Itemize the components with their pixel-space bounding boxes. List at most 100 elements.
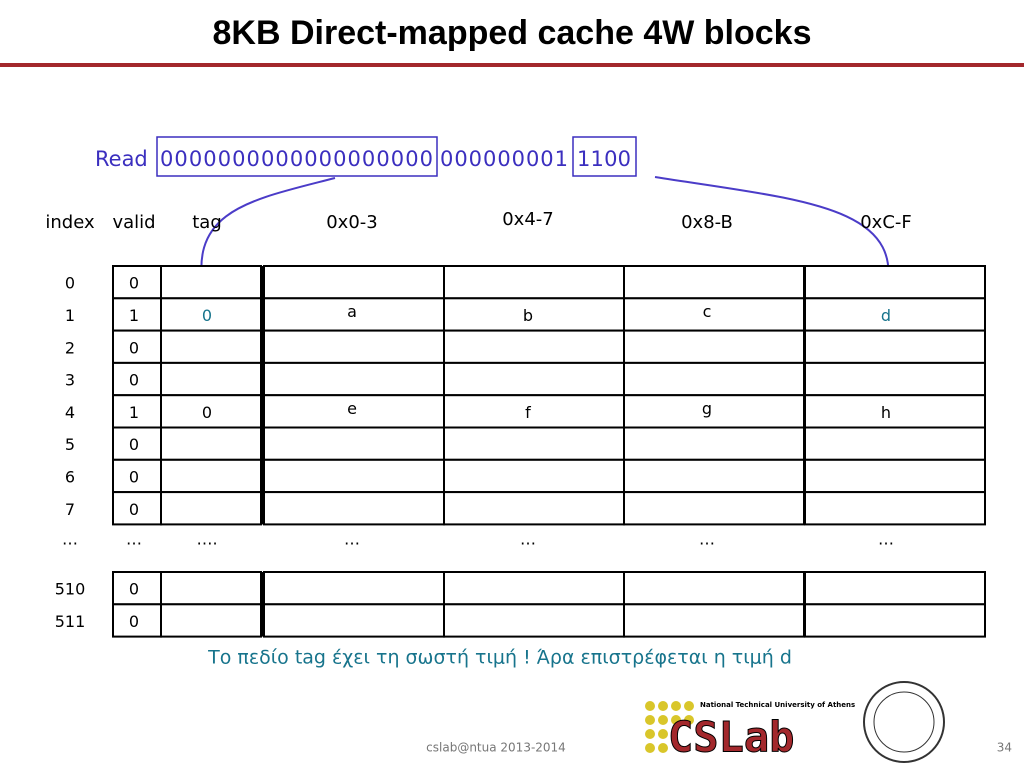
cell [160, 491, 262, 526]
cell [804, 571, 986, 606]
word-value: f [525, 403, 531, 422]
cell [623, 329, 805, 364]
address-offset: 1100 [577, 147, 631, 171]
logo-name: CSLab [668, 713, 794, 762]
cell [623, 426, 805, 461]
cell [804, 458, 986, 494]
ellipsis: …. [196, 530, 217, 549]
cell [160, 603, 262, 638]
divider [260, 572, 264, 637]
note: Το πεδίο tag έχει τη σωστή τιμή ! Άρα επ… [207, 647, 792, 669]
tag-value: 0 [202, 306, 212, 325]
cell [443, 265, 625, 300]
logo-dots [645, 701, 694, 753]
ellipsis: … [344, 530, 360, 549]
ellipsis: … [878, 530, 894, 549]
cell [443, 329, 625, 364]
column-header: 0x8-B [681, 212, 733, 233]
column-header: valid [112, 212, 155, 233]
cell [263, 603, 445, 638]
cell [623, 571, 805, 606]
ellipsis: … [520, 530, 536, 549]
cell [623, 394, 805, 429]
word-value: b [523, 306, 533, 325]
cell [804, 329, 986, 364]
column-header: index [45, 212, 95, 233]
cell [263, 329, 445, 364]
cell [160, 361, 262, 397]
valid-bit: 1 [129, 403, 139, 422]
cell [804, 426, 986, 461]
cell [112, 603, 162, 638]
cell [160, 394, 262, 429]
cell [443, 603, 625, 638]
cell [804, 491, 986, 526]
word-value: h [881, 403, 891, 422]
column-header: tag [192, 212, 222, 233]
cache-table: index valid tag 0x0-3 0x4-7 0x8-B 0xC-F 0 0 1 1 0 a b… [45, 209, 986, 638]
logo-subtitle: National Technical University of Athens [700, 701, 855, 709]
word-value: a [347, 302, 357, 321]
footer: cslab@ntua 2013-2014 [426, 741, 566, 755]
row-index: 6 [65, 467, 75, 486]
cell [443, 426, 625, 461]
valid-bit: 0 [129, 274, 139, 293]
cell [263, 571, 445, 606]
address-tag: 0000000000000000000 [160, 147, 433, 171]
cell [623, 491, 805, 526]
row-index: 2 [65, 338, 75, 357]
seal [863, 681, 945, 763]
tag-value: 0 [202, 403, 212, 422]
title: 8KB Direct-mapped cache 4W blocks [213, 14, 812, 52]
column-header: 0x4-7 [502, 209, 554, 230]
valid-bit: 0 [129, 467, 139, 486]
row-index: 3 [65, 371, 75, 390]
cell [443, 491, 625, 526]
row-index: 1 [65, 306, 75, 325]
row-index: 510 [55, 580, 86, 599]
cell [804, 361, 986, 397]
cell [263, 361, 445, 397]
valid-bit: 0 [129, 435, 139, 454]
address: Read 0000000000000000000 000000001 1100 [95, 147, 631, 171]
ellipsis: … [699, 530, 715, 549]
address-index: 000000001 [440, 147, 568, 171]
cell [160, 458, 262, 494]
ellipsis: … [62, 530, 78, 549]
cell [443, 297, 625, 332]
address-label: Read [95, 147, 148, 171]
cell [443, 361, 625, 397]
valid-bit: 0 [129, 500, 139, 519]
cell [623, 603, 805, 638]
cell [160, 265, 262, 300]
cell [263, 458, 445, 494]
word-value: e [347, 399, 357, 418]
row-index: 4 [65, 403, 75, 422]
row-index: 0 [65, 274, 75, 293]
tag-box [156, 136, 438, 177]
word-value: d [881, 306, 891, 325]
cell [263, 265, 445, 300]
valid-bit: 0 [129, 580, 139, 599]
cell [263, 426, 445, 461]
cell [804, 265, 986, 300]
valid-bit: 0 [129, 371, 139, 390]
row-index: 5 [65, 435, 75, 454]
cell [160, 329, 262, 364]
word-value: c [703, 302, 712, 321]
cell [623, 265, 805, 300]
cell [804, 603, 986, 638]
ellipsis: … [126, 530, 142, 549]
cell [804, 297, 986, 332]
cell [160, 426, 262, 461]
column-header: 0x0-3 [326, 212, 378, 233]
cell [112, 426, 162, 461]
valid-bit: 1 [129, 306, 139, 325]
valid-bit: 0 [129, 338, 139, 357]
cell [112, 491, 162, 526]
title-rule [0, 63, 1024, 67]
row-index: 7 [65, 500, 75, 519]
cell [623, 458, 805, 494]
cell [160, 571, 262, 606]
